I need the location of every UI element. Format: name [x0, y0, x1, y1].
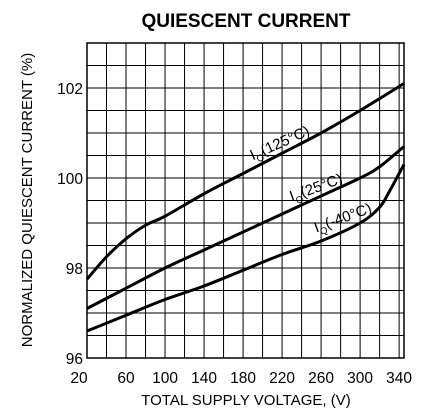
- x-tick-label: 180: [230, 370, 256, 387]
- series-line-125c: [85, 82, 405, 281]
- x-tick-label: 60: [117, 370, 135, 387]
- curves: [85, 82, 406, 333]
- plot-frame: [86, 42, 405, 359]
- chart-title: QUIESCENT CURRENT: [141, 11, 350, 32]
- grid: [87, 43, 404, 358]
- x-tick-label: 260: [308, 370, 334, 387]
- series-line-minus40c: [86, 163, 406, 333]
- y-tick-label: 102: [57, 81, 83, 98]
- y-tick-label: 98: [66, 261, 83, 278]
- y-tick-label: 100: [57, 171, 83, 188]
- x-tick-label: 340: [386, 370, 412, 387]
- y-tick-label: 96: [66, 351, 83, 368]
- tick-labels: 20 60 100 140 180 220 260 300 340 96 98 100 102: [57, 81, 412, 387]
- series-line-25c: [86, 145, 405, 310]
- x-tick-label: 140: [191, 370, 217, 387]
- x-tick-label: 20: [70, 370, 88, 387]
- x-tick-label: 100: [152, 370, 178, 387]
- x-tick-label: 220: [269, 370, 295, 387]
- y-axis-label: NORMALIZED QUIESCENT CURRENT (%): [19, 53, 36, 347]
- label-125c: IQ(125°C): [248, 123, 314, 167]
- x-tick-label: 300: [347, 370, 373, 387]
- x-axis-label: TOTAL SUPPLY VOLTAGE, (V): [141, 392, 351, 409]
